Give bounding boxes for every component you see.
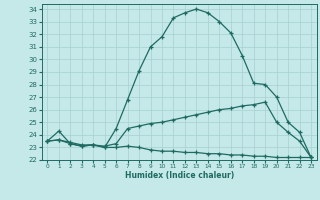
X-axis label: Humidex (Indice chaleur): Humidex (Indice chaleur)	[124, 171, 234, 180]
